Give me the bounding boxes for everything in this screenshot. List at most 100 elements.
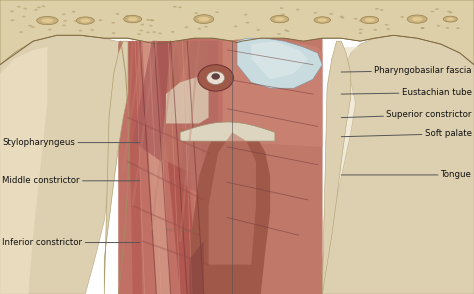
- Ellipse shape: [314, 17, 331, 23]
- Ellipse shape: [339, 16, 343, 17]
- Text: Eustachian tube: Eustachian tube: [341, 88, 472, 97]
- Ellipse shape: [152, 31, 156, 33]
- Ellipse shape: [73, 20, 77, 22]
- Ellipse shape: [125, 15, 129, 17]
- Text: Superior constrictor: Superior constrictor: [341, 110, 472, 119]
- Text: Middle constrictor: Middle constrictor: [2, 176, 140, 185]
- Text: Stylopharyngeus: Stylopharyngeus: [2, 138, 140, 147]
- Ellipse shape: [23, 8, 27, 9]
- Polygon shape: [118, 38, 223, 294]
- Ellipse shape: [281, 14, 285, 15]
- Ellipse shape: [411, 21, 415, 22]
- Polygon shape: [223, 38, 322, 147]
- Ellipse shape: [99, 19, 102, 21]
- Ellipse shape: [374, 29, 377, 31]
- Ellipse shape: [215, 11, 219, 13]
- Ellipse shape: [72, 11, 75, 13]
- Ellipse shape: [244, 14, 247, 16]
- Ellipse shape: [198, 17, 210, 21]
- Ellipse shape: [171, 31, 174, 33]
- Ellipse shape: [421, 27, 425, 29]
- Ellipse shape: [48, 29, 52, 30]
- Polygon shape: [175, 41, 218, 294]
- Ellipse shape: [204, 26, 208, 28]
- Text: Soft palate: Soft palate: [341, 129, 472, 138]
- Ellipse shape: [437, 25, 440, 27]
- Ellipse shape: [256, 29, 260, 31]
- Text: Pharyngobasilar fascia: Pharyngobasilar fascia: [341, 66, 472, 75]
- Ellipse shape: [329, 13, 333, 15]
- Ellipse shape: [10, 10, 14, 12]
- Polygon shape: [190, 123, 270, 294]
- Ellipse shape: [246, 22, 249, 24]
- Ellipse shape: [42, 5, 46, 7]
- Ellipse shape: [446, 27, 449, 29]
- Ellipse shape: [275, 17, 284, 21]
- Ellipse shape: [37, 6, 41, 8]
- Polygon shape: [308, 47, 360, 294]
- Polygon shape: [180, 41, 218, 206]
- Polygon shape: [322, 41, 351, 294]
- Ellipse shape: [111, 22, 115, 24]
- Polygon shape: [156, 41, 199, 294]
- Ellipse shape: [313, 12, 317, 14]
- Ellipse shape: [207, 71, 225, 85]
- Polygon shape: [0, 0, 474, 65]
- Polygon shape: [223, 38, 322, 294]
- Ellipse shape: [401, 16, 404, 18]
- Ellipse shape: [286, 30, 290, 32]
- Ellipse shape: [128, 17, 137, 21]
- Ellipse shape: [137, 33, 141, 35]
- Ellipse shape: [380, 9, 383, 11]
- Ellipse shape: [407, 15, 427, 23]
- Polygon shape: [322, 35, 474, 294]
- Ellipse shape: [435, 8, 439, 10]
- Ellipse shape: [361, 16, 379, 24]
- Ellipse shape: [151, 19, 155, 21]
- Ellipse shape: [173, 6, 177, 8]
- Ellipse shape: [194, 15, 214, 24]
- Ellipse shape: [63, 20, 67, 21]
- Ellipse shape: [443, 16, 457, 22]
- Ellipse shape: [198, 28, 201, 30]
- Ellipse shape: [79, 30, 82, 31]
- Ellipse shape: [211, 73, 220, 80]
- Ellipse shape: [447, 18, 454, 21]
- Polygon shape: [0, 47, 47, 294]
- Ellipse shape: [319, 21, 323, 23]
- Ellipse shape: [91, 29, 94, 31]
- Polygon shape: [0, 35, 128, 294]
- Ellipse shape: [420, 27, 424, 29]
- Ellipse shape: [234, 26, 237, 27]
- Ellipse shape: [358, 20, 362, 22]
- Ellipse shape: [431, 11, 435, 12]
- Polygon shape: [251, 41, 308, 79]
- Ellipse shape: [62, 24, 66, 26]
- Ellipse shape: [17, 6, 21, 8]
- Ellipse shape: [146, 31, 150, 33]
- Ellipse shape: [375, 8, 379, 10]
- Ellipse shape: [285, 20, 289, 21]
- Ellipse shape: [124, 15, 142, 23]
- Ellipse shape: [116, 13, 119, 15]
- Polygon shape: [133, 41, 190, 162]
- Ellipse shape: [271, 15, 289, 23]
- Ellipse shape: [198, 65, 233, 91]
- Polygon shape: [161, 41, 209, 176]
- Ellipse shape: [146, 19, 150, 21]
- Polygon shape: [166, 76, 209, 123]
- Ellipse shape: [158, 33, 162, 34]
- Ellipse shape: [359, 29, 363, 30]
- Text: Tongue: Tongue: [341, 171, 472, 179]
- Ellipse shape: [37, 16, 58, 25]
- Ellipse shape: [318, 18, 327, 22]
- Ellipse shape: [354, 18, 357, 20]
- Ellipse shape: [284, 29, 288, 31]
- Ellipse shape: [341, 17, 345, 19]
- Ellipse shape: [140, 24, 144, 25]
- Ellipse shape: [365, 18, 374, 22]
- Ellipse shape: [178, 6, 182, 8]
- Polygon shape: [209, 132, 256, 265]
- Ellipse shape: [149, 25, 153, 26]
- Ellipse shape: [112, 32, 116, 34]
